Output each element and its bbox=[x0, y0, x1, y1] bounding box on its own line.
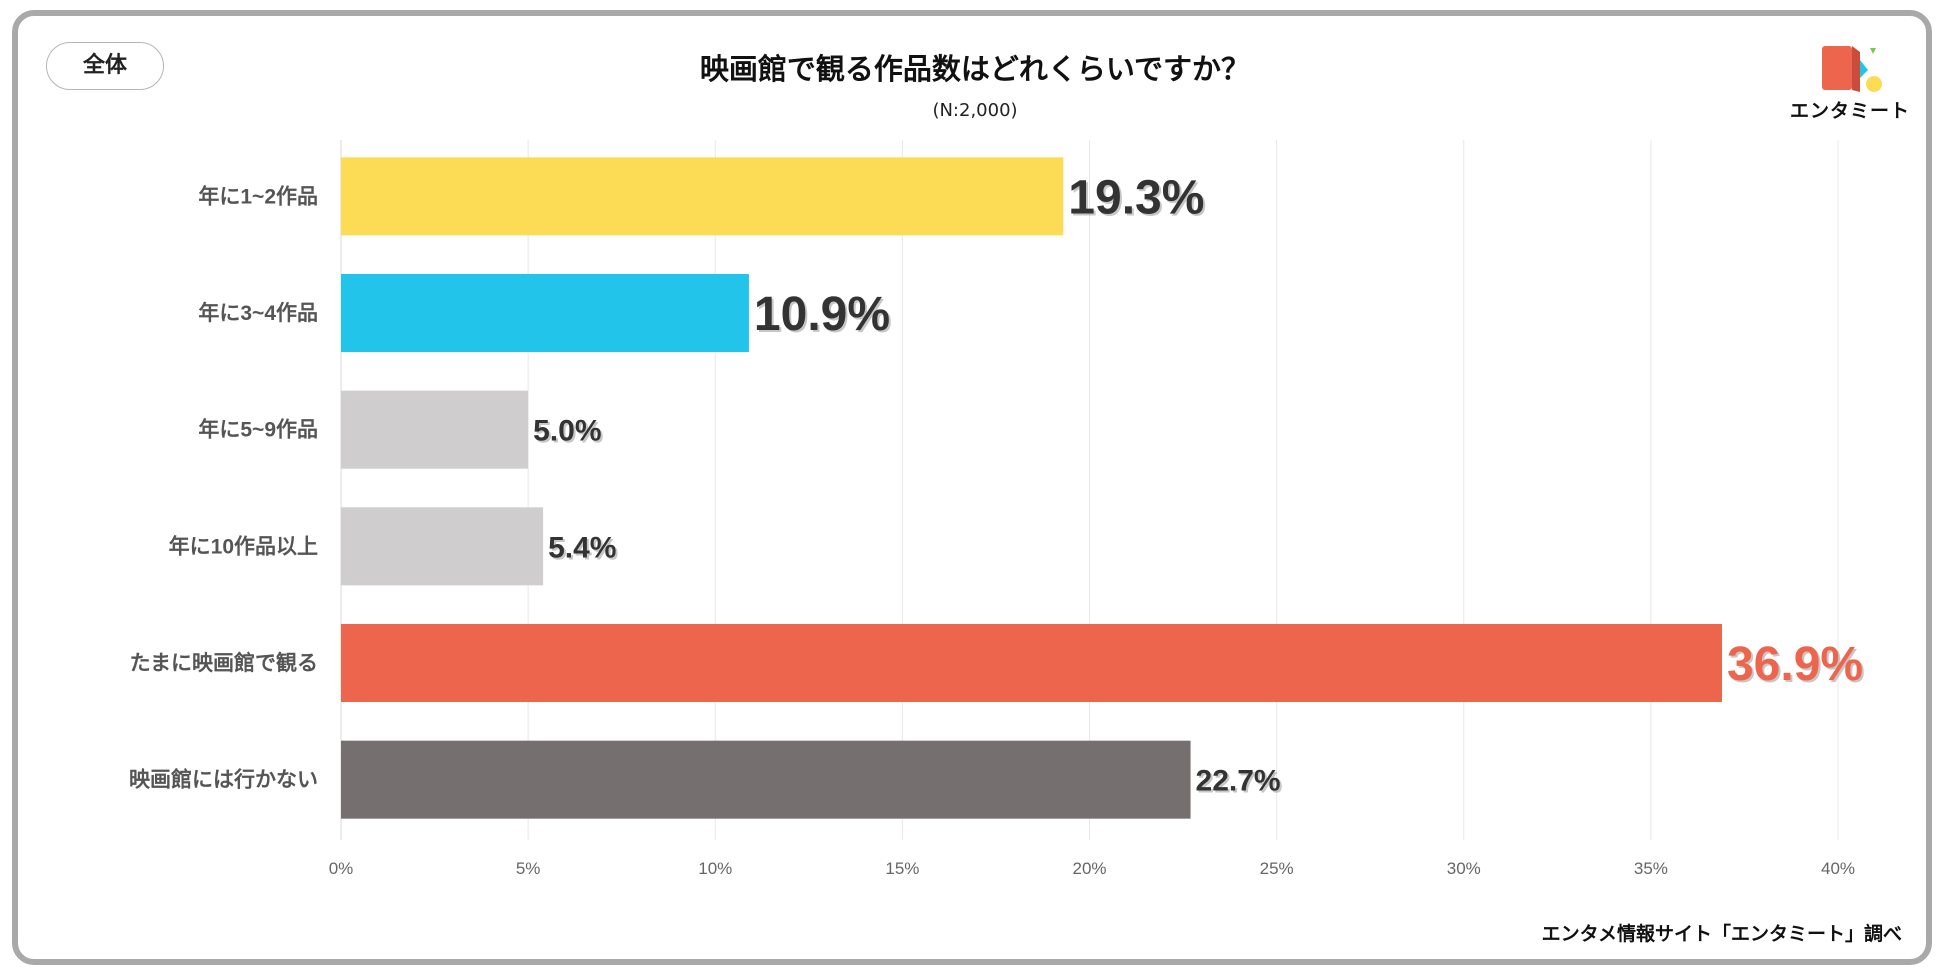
value-label-shadow: 5.4% bbox=[550, 533, 618, 566]
logo-mark-icon bbox=[1822, 46, 1882, 92]
x-tick-label: 10% bbox=[698, 859, 732, 878]
value-label: 10.9% bbox=[754, 288, 890, 341]
value-label-shadow: 5.0% bbox=[535, 417, 603, 450]
bar bbox=[341, 624, 1722, 702]
value-label: 5.4% bbox=[548, 531, 616, 564]
x-tick-label: 35% bbox=[1634, 859, 1668, 878]
category-label: 映画館には行かない bbox=[129, 768, 318, 792]
x-tick-label: 15% bbox=[885, 859, 919, 878]
value-label: 19.3% bbox=[1068, 171, 1204, 224]
bar bbox=[341, 390, 529, 469]
x-tick-label: 25% bbox=[1260, 859, 1294, 878]
category-label: 年に3~4作品 bbox=[198, 301, 318, 325]
source-note: エンタメ情報サイト「エンタミート」調べ bbox=[1541, 923, 1902, 945]
bar bbox=[341, 507, 544, 586]
value-label-shadow: 22.7% bbox=[1198, 767, 1283, 800]
x-tick-label: 30% bbox=[1447, 859, 1481, 878]
bar bbox=[341, 157, 1064, 236]
x-tick-label: 40% bbox=[1821, 859, 1855, 878]
brand-logo: エンタミート bbox=[1790, 40, 1910, 122]
x-tick-label: 20% bbox=[1072, 859, 1106, 878]
value-label: 36.9% bbox=[1727, 638, 1863, 691]
x-tick-label: 5% bbox=[516, 859, 541, 878]
category-label: 年に1~2作品 bbox=[198, 184, 318, 208]
category-label: 年に5~9作品 bbox=[198, 418, 318, 442]
value-label-shadow: 10.9% bbox=[756, 290, 892, 343]
value-label-shadow: 19.3% bbox=[1070, 173, 1206, 226]
bar bbox=[341, 740, 1191, 819]
sample-size: (N:2,000) bbox=[932, 100, 1018, 121]
x-tick-label: 0% bbox=[329, 859, 354, 878]
category-label: たまに映画館で観る bbox=[130, 651, 318, 675]
value-label: 5.0% bbox=[533, 415, 601, 448]
chart-title: 映画館で観る作品数はどれくらいですか？ bbox=[699, 52, 1251, 86]
value-label: 22.7% bbox=[1196, 765, 1281, 798]
segment-badge: 全体 bbox=[46, 42, 164, 90]
bar bbox=[341, 274, 749, 352]
logo-text: エンタミート bbox=[1790, 100, 1911, 122]
value-label-shadow: 36.9% bbox=[1729, 640, 1865, 693]
category-label: 年に10作品以上 bbox=[169, 534, 318, 558]
